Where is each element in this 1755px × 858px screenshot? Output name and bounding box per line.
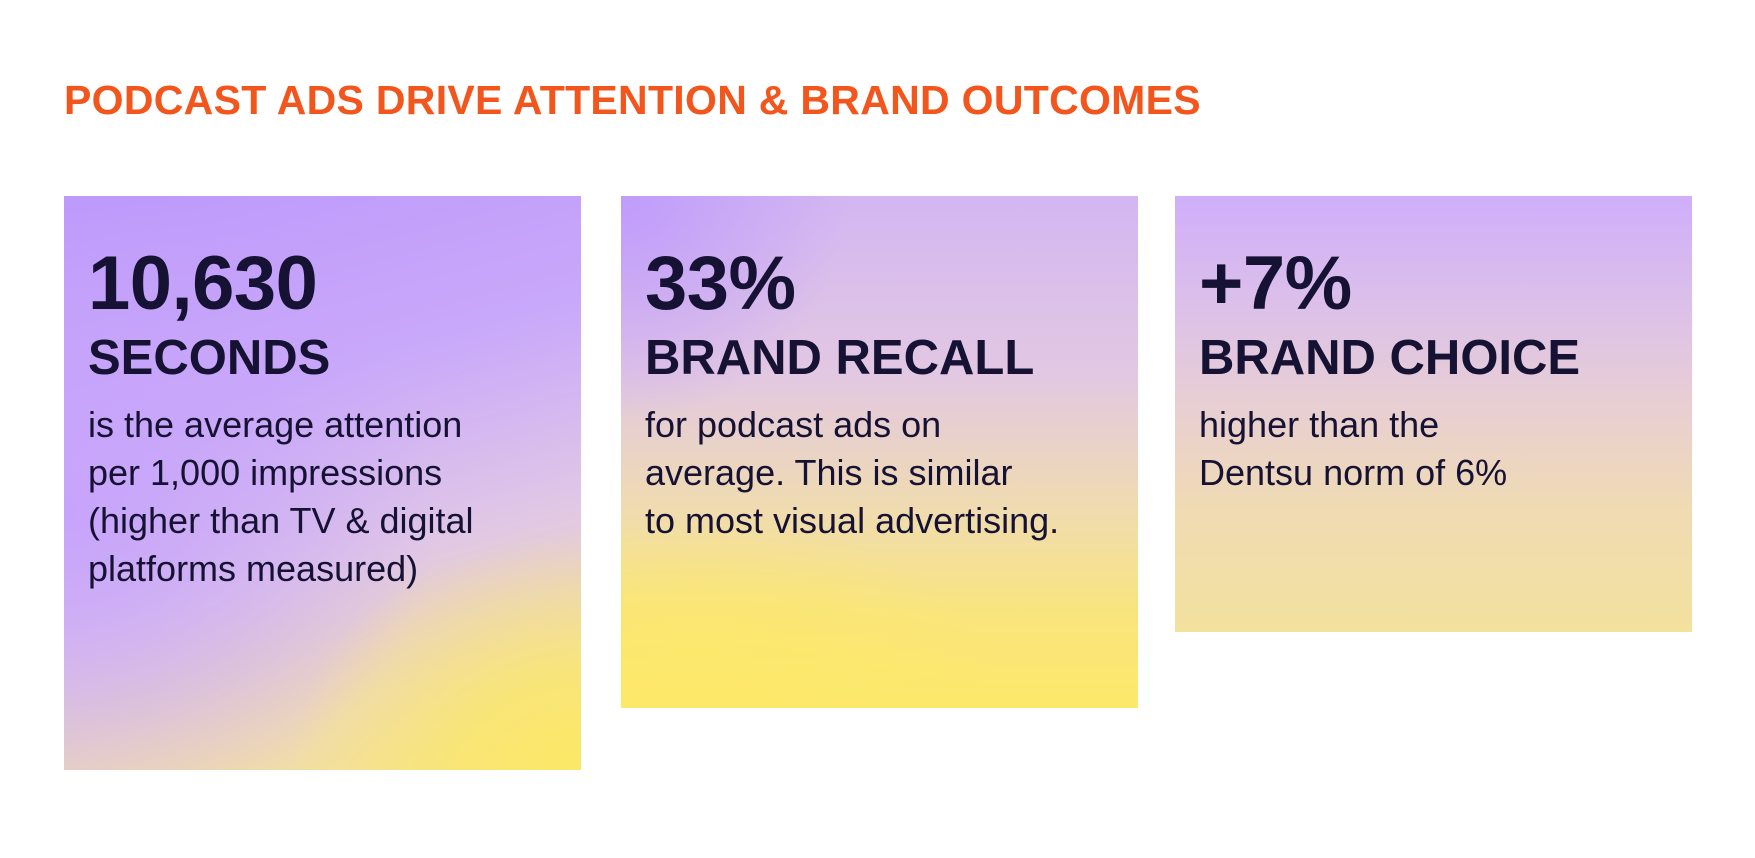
description-line: average. This is similar: [645, 452, 1013, 493]
description-line: higher than the: [1199, 404, 1440, 445]
description-line: for podcast ads on: [645, 404, 942, 445]
description-line: is the average attention: [88, 404, 463, 445]
description-line: to most visual advertising.: [645, 500, 1060, 541]
description-line: (higher than TV & digital: [88, 500, 474, 541]
stat-card-brand-choice: +7% BRAND CHOICE higher than the Dentsu …: [1175, 196, 1692, 632]
stat-description: for podcast ads on average. This is simi…: [645, 401, 1115, 545]
stat-card-brand-recall: 33% BRAND RECALL for podcast ads on aver…: [621, 196, 1138, 708]
description-line: platforms measured): [88, 548, 419, 589]
stat-label: SECONDS: [88, 331, 331, 385]
stat-value: +7%: [1199, 241, 1352, 326]
stat-label: BRAND RECALL: [645, 331, 1035, 385]
stat-label: BRAND CHOICE: [1199, 331, 1581, 385]
stat-value: 10,630: [88, 241, 318, 326]
description-line: Dentsu norm of 6%: [1199, 452, 1508, 493]
stat-description: higher than the Dentsu norm of 6%: [1199, 401, 1669, 497]
stat-description: is the average attention per 1,000 impre…: [88, 401, 558, 593]
stat-card-attention: 10,630 SECONDS is the average attention …: [64, 196, 581, 770]
stat-value: 33%: [645, 241, 796, 326]
description-line: per 1,000 impressions: [88, 452, 443, 493]
page-headline: PODCAST ADS DRIVE ATTENTION & BRAND OUTC…: [64, 77, 1201, 123]
